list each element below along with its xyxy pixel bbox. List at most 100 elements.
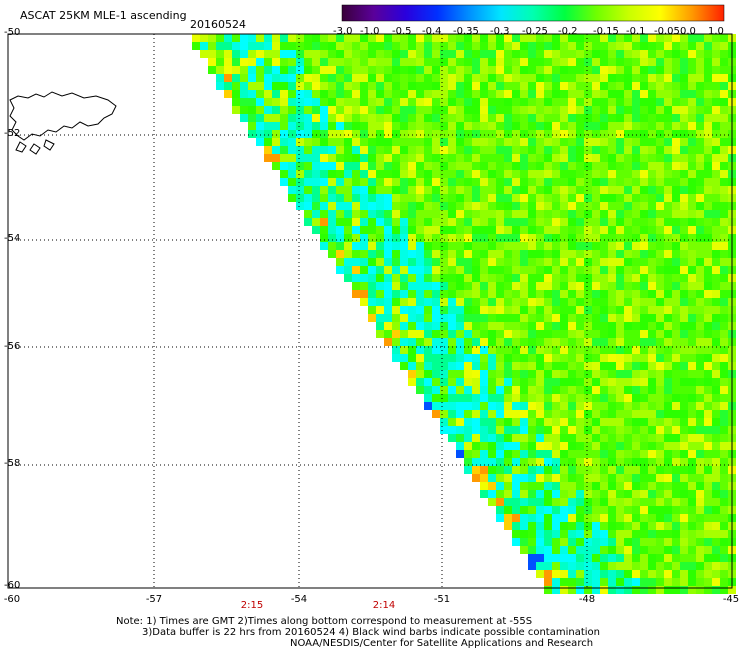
swath-cell [592, 34, 600, 42]
swath-cell [320, 218, 328, 226]
swath-cell [256, 90, 264, 98]
swath-cell [656, 330, 664, 338]
swath-cell [616, 66, 624, 74]
swath-cell [392, 106, 400, 114]
swath-cell [656, 554, 664, 562]
swath-cell [464, 442, 472, 450]
swath-cell [616, 250, 624, 258]
swath-cell [440, 50, 448, 58]
swath-cell [400, 274, 408, 282]
swath-cell [568, 410, 576, 418]
swath-cell [688, 234, 696, 242]
swath-cell [600, 98, 608, 106]
swath-cell [560, 66, 568, 74]
swath-cell [672, 570, 680, 578]
swath-cell [432, 274, 440, 282]
swath-cell [504, 114, 512, 122]
swath-cell [672, 218, 680, 226]
swath-cell [608, 114, 616, 122]
swath-cell [584, 42, 592, 50]
swath-cell [568, 298, 576, 306]
swath-cell [560, 530, 568, 538]
swath-cell [520, 426, 528, 434]
swath-cell [712, 330, 720, 338]
swath-cell [320, 90, 328, 98]
swath-cell [624, 234, 632, 242]
swath-cell [664, 298, 672, 306]
swath-cell [560, 562, 568, 570]
swath-cell [384, 306, 392, 314]
swath-cell [576, 234, 584, 242]
swath-cell [424, 242, 432, 250]
swath-cell [280, 122, 288, 130]
swath-cell [520, 74, 528, 82]
swath-cell [656, 34, 664, 42]
swath-cell [528, 122, 536, 130]
swath-cell [680, 162, 688, 170]
swath-cell [352, 106, 360, 114]
swath-cell [688, 442, 696, 450]
swath-cell [568, 210, 576, 218]
swath-cell [712, 378, 720, 386]
swath-cell [624, 578, 632, 586]
swath-cell [528, 194, 536, 202]
swath-cell [696, 474, 704, 482]
swath-cell [576, 82, 584, 90]
swath-cell [264, 58, 272, 66]
lon-label: -45 [722, 594, 740, 605]
swath-cell [440, 410, 448, 418]
swath-cell [472, 322, 480, 330]
swath-cell [560, 394, 568, 402]
swath-cell [568, 378, 576, 386]
swath-cell [712, 258, 720, 266]
swath-cell [712, 178, 720, 186]
swath-cell [624, 138, 632, 146]
swath-cell [704, 130, 712, 138]
swath-cell [480, 122, 488, 130]
swath-cell [608, 426, 616, 434]
swath-cell [504, 122, 512, 130]
swath-cell [720, 154, 728, 162]
swath-cell [280, 106, 288, 114]
swath-cell [704, 34, 712, 42]
swath-cell [496, 466, 504, 474]
swath-cell [688, 66, 696, 74]
swath-cell [424, 234, 432, 242]
swath-cell [608, 282, 616, 290]
swath-cell [304, 34, 312, 42]
swath-cell [720, 130, 728, 138]
swath-cell [472, 82, 480, 90]
swath-cell [432, 354, 440, 362]
swath-cell [440, 362, 448, 370]
swath-cell [688, 194, 696, 202]
swath-cell [416, 154, 424, 162]
swath-cell [624, 130, 632, 138]
swath-cell [480, 170, 488, 178]
swath-cell [584, 34, 592, 42]
scale-label: 1.0 [708, 26, 724, 37]
swath-cell [560, 146, 568, 154]
swath-cell [688, 210, 696, 218]
swath-cell [688, 226, 696, 234]
swath-cell [568, 442, 576, 450]
swath-cell [424, 58, 432, 66]
swath-cell [432, 394, 440, 402]
swath-cell [456, 250, 464, 258]
swath-cell [296, 130, 304, 138]
swath-cell [240, 82, 248, 90]
swath-cell [624, 474, 632, 482]
swath-cell [352, 154, 360, 162]
swath-cell [664, 250, 672, 258]
swath-cell [416, 202, 424, 210]
swath-cell [608, 146, 616, 154]
swath-cell [536, 466, 544, 474]
swath-cell [584, 114, 592, 122]
swath-cell [696, 282, 704, 290]
swath-cell [592, 106, 600, 114]
swath-cell [696, 178, 704, 186]
swath-cell [632, 418, 640, 426]
swath-cell [640, 210, 648, 218]
swath-cell [472, 138, 480, 146]
swath-cell [592, 578, 600, 586]
swath-cell [536, 210, 544, 218]
